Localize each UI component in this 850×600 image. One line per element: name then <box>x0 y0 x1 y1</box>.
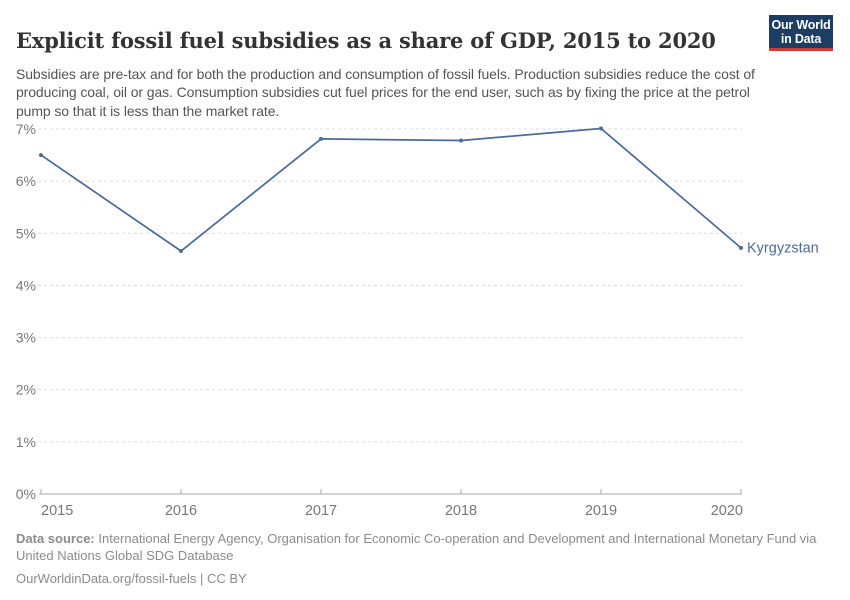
x-tick-label: 2016 <box>165 503 197 519</box>
y-tick-label: 0% <box>16 486 36 502</box>
owid-logo-line2: in Data <box>780 31 822 46</box>
entity-label: Kyrgyzstan <box>747 240 819 256</box>
data-point <box>179 249 183 254</box>
x-tick-label: 2019 <box>585 503 617 519</box>
data-line <box>40 127 742 252</box>
x-tick-label: 2018 <box>445 503 477 519</box>
owid-logo[interactable]: Our World in Data <box>769 15 833 51</box>
license-link[interactable]: OurWorldinData.org/fossil-fuels | CC BY <box>16 570 247 586</box>
x-tick-label: 2020 <box>711 503 743 519</box>
y-tick-label: 6% <box>16 173 36 189</box>
y-tick-label: 1% <box>16 434 36 450</box>
data-source-line: Data source: International Energy Agency… <box>16 531 834 565</box>
chart-title: Explicit fossil fuel subsidies as a shar… <box>16 28 716 54</box>
y-tick-label: 4% <box>16 277 36 293</box>
data-point <box>39 153 43 158</box>
owid-logo-line1: Our World <box>771 17 831 32</box>
data-point <box>599 126 603 131</box>
chart-footer: Data source: International Energy Agency… <box>16 531 834 588</box>
y-tick-label: 3% <box>16 330 36 346</box>
y-tick-label: 7% <box>16 121 36 137</box>
x-tick-label: 2017 <box>305 503 337 519</box>
data-point <box>459 138 463 143</box>
data-point <box>739 245 743 250</box>
y-tick-label: 5% <box>16 225 36 241</box>
y-tick-label: 2% <box>16 382 36 398</box>
chart-svg: 0% 1% 2% 3% 4% 5% 6% 7% 2015 2016 2017 2018 2019 2020… <box>16 121 819 519</box>
x-tick-label: 2015 <box>41 503 73 519</box>
data-point <box>319 136 323 141</box>
data-source-label: Data source: <box>16 531 95 546</box>
chart-subtitle: Subsidies are pre-tax and for both the p… <box>16 66 755 119</box>
data-source-text: International Energy Agency, Organisatio… <box>16 531 817 563</box>
